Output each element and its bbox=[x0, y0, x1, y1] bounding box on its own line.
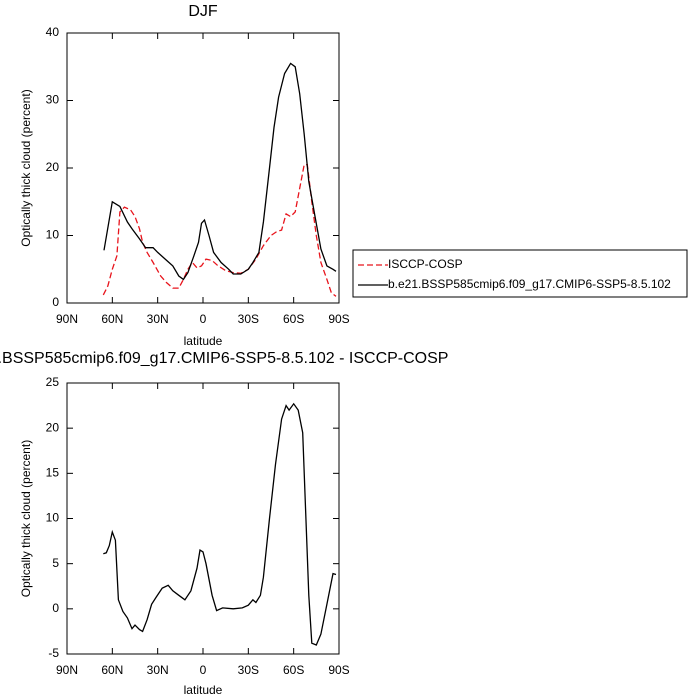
chart-title: b.e21.BSSP585cmip6.f09_g17.CMIP6-SSP5-8.… bbox=[0, 350, 448, 367]
series-line bbox=[103, 402, 337, 646]
chart-title: DJF bbox=[188, 3, 218, 20]
y-tick-label: 20 bbox=[46, 420, 60, 434]
y-tick-label: 25 bbox=[46, 375, 60, 389]
y-tick-label: 20 bbox=[46, 160, 60, 174]
legend-box bbox=[352, 249, 688, 298]
x-tick-label: 30N bbox=[147, 663, 169, 677]
x-tick-label: 30S bbox=[238, 312, 259, 326]
y-tick-label: 40 bbox=[46, 25, 60, 39]
y-axis-label: Optically thick cloud (percent) bbox=[19, 89, 33, 246]
y-tick-label: 0 bbox=[52, 295, 59, 309]
y-tick-label: 10 bbox=[46, 228, 60, 242]
plot-frame bbox=[66, 32, 340, 304]
x-tick-label: 60N bbox=[101, 663, 123, 677]
x-tick-label: 60N bbox=[101, 312, 123, 326]
x-axis-label: latitude bbox=[184, 683, 223, 697]
plot-frame bbox=[66, 382, 340, 655]
x-axis-label: latitude bbox=[184, 334, 223, 348]
x-tick-label: 90N bbox=[56, 312, 78, 326]
x-tick-label: 90N bbox=[56, 663, 78, 677]
y-tick-label: 10 bbox=[46, 511, 60, 525]
x-tick-label: 30N bbox=[147, 312, 169, 326]
legend-label: ISCCP-COSP bbox=[388, 257, 463, 271]
x-tick-label: 0 bbox=[200, 312, 207, 326]
series-line bbox=[102, 163, 337, 297]
x-tick-label: 60S bbox=[283, 312, 304, 326]
x-tick-label: 0 bbox=[200, 663, 207, 677]
x-tick-label: 90S bbox=[328, 312, 349, 326]
x-tick-label: 60S bbox=[283, 663, 304, 677]
y-tick-label: -5 bbox=[48, 646, 59, 660]
y-axis-label: Optically thick cloud (percent) bbox=[19, 440, 33, 597]
x-tick-label: 90S bbox=[328, 663, 349, 677]
y-tick-label: 15 bbox=[46, 466, 60, 480]
y-tick-label: 0 bbox=[52, 601, 59, 615]
series-line bbox=[103, 62, 337, 281]
legend-label: b.e21.BSSP585cmip6.f09_g17.CMIP6-SSP5-8.… bbox=[388, 277, 671, 291]
y-tick-label: 5 bbox=[52, 556, 59, 570]
x-tick-label: 30S bbox=[238, 663, 259, 677]
y-tick-label: 30 bbox=[46, 93, 60, 107]
